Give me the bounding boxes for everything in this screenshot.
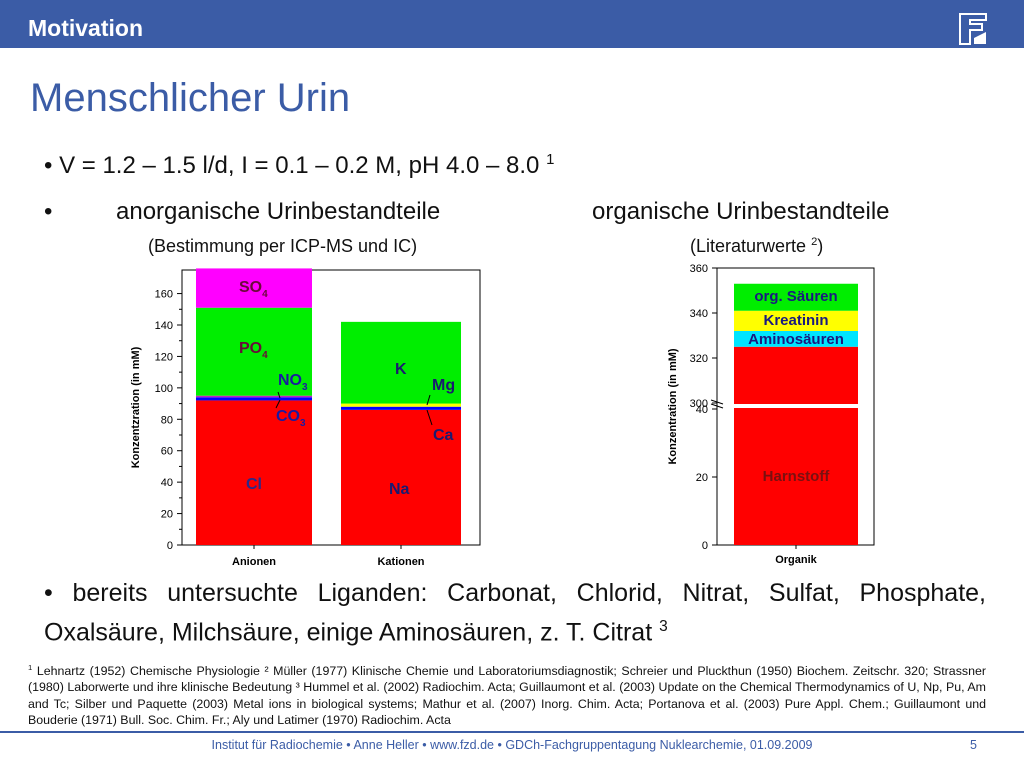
y-tick-label: 20 (161, 509, 173, 521)
y-tick-label: 40 (696, 404, 708, 416)
y-tick-label: 340 (690, 308, 708, 320)
slide-title: Menschlicher Urin (30, 76, 351, 120)
label-no3: NO3 (278, 372, 308, 393)
y-tick-label: 300 (690, 398, 708, 410)
x-tick-label: Anionen (232, 556, 276, 568)
y-tick-label: 140 (155, 320, 173, 332)
no3-leader-line (277, 391, 281, 399)
y-tick-label: 0 (702, 540, 708, 552)
label-so4: SO4 (239, 279, 268, 300)
section-title: Motivation (28, 15, 143, 41)
bar-segment-no3 (196, 395, 312, 398)
bar-segment-cl (196, 400, 312, 545)
y-tick-label: 20 (696, 472, 708, 484)
y-tick-label: 40 (161, 477, 173, 489)
mg-leader-line (426, 394, 431, 406)
label-ca: Ca (433, 427, 454, 444)
ligands-text: bereits untersuchte Liganden: Carbonat, … (44, 579, 986, 647)
references: 1 Lehnartz (1952) Chemische Physiologie … (28, 663, 986, 728)
fzd-logo-icon (959, 13, 987, 45)
y-tick-label: 360 (690, 263, 708, 275)
bullet-dot: • (44, 198, 53, 225)
co3-leader-line (275, 399, 281, 409)
label-k: K (395, 361, 407, 378)
series-label: org. Säuren (754, 288, 837, 305)
x-tick-label: Kationen (377, 556, 424, 568)
anion-cation-chart: 0 20 40 60 80 100 120 140 160 Konzentzration (in … (130, 268, 481, 568)
bar-segment-aminosaeuren (734, 331, 858, 347)
bullet-volume: • V = 1.2 – 1.5 l/d, I = 0.1 – 0.2 M, pH… (44, 152, 555, 179)
label-po4: PO4 (239, 340, 268, 361)
x-tick-label: Organik (775, 554, 817, 566)
inorganic-heading: anorganische Urinbestandteile (116, 198, 441, 225)
ref-mark: 1 (546, 152, 555, 168)
footer-rule (0, 731, 1024, 733)
bullet-volume-text: V = 1.2 – 1.5 l/d, I = 0.1 – 0.2 M, pH 4… (59, 152, 540, 179)
bar-segment-so4 (196, 268, 312, 308)
bar-segment-orgsaeuren (734, 283, 858, 311)
label-na: Na (389, 481, 410, 498)
ligands-ref: 3 (659, 618, 668, 635)
inorganic-subheading: (Bestimmung per ICP-MS und IC) (148, 236, 418, 256)
page-number: 5 (970, 738, 977, 752)
bar-segment-ca (341, 406, 461, 410)
y-tick-label: 100 (155, 383, 173, 395)
y-tick-label: 160 (155, 289, 173, 301)
bar-segment-mg (341, 403, 461, 407)
y-tick-label: 120 (155, 351, 173, 363)
bar-segment-po4 (196, 307, 312, 396)
header-bar: Motivation (0, 0, 1024, 48)
y-tick-label: 0 (167, 540, 173, 552)
bar-break-gap (734, 404, 858, 408)
bar-segment-harnstoff (734, 346, 858, 545)
axis-break-mark (710, 399, 724, 405)
label-mg: Mg (432, 377, 455, 394)
label-cl: Cl (246, 476, 262, 493)
y-tick-label: 320 (690, 353, 708, 365)
bar-segment-na (341, 409, 461, 545)
organic-heading: organische Urinbestandteile (592, 198, 890, 225)
ca-leader-line (426, 409, 433, 426)
ligands-bullet: • bereits untersuchte Liganden: Carbonat… (44, 579, 986, 647)
references-text: Lehnartz (1952) Chemische Physiologie ² … (28, 664, 986, 728)
footer-text: Institut für Radiochemie • Anne Heller •… (211, 738, 813, 752)
y-tick-label: 80 (161, 414, 173, 426)
plot-frame (181, 269, 481, 546)
bar-segment-kreatinin (734, 310, 858, 331)
y-tick-label: 60 (161, 446, 173, 458)
bar-segment-k (341, 321, 461, 404)
series-label: Harnstoff (763, 468, 831, 485)
y-axis-label: Konzentzration (in mM) (130, 346, 142, 468)
axis-break-mark (710, 403, 724, 409)
bar-segment-co3 (196, 397, 312, 401)
organic-subheading: (Literaturwerte 2) (690, 236, 824, 256)
series-label: Aminosäuren (748, 331, 844, 348)
label-co3: CO3 (276, 408, 306, 429)
y-axis-label: Konzentration (in mM) (667, 348, 679, 464)
series-label: Kreatinin (763, 312, 828, 329)
